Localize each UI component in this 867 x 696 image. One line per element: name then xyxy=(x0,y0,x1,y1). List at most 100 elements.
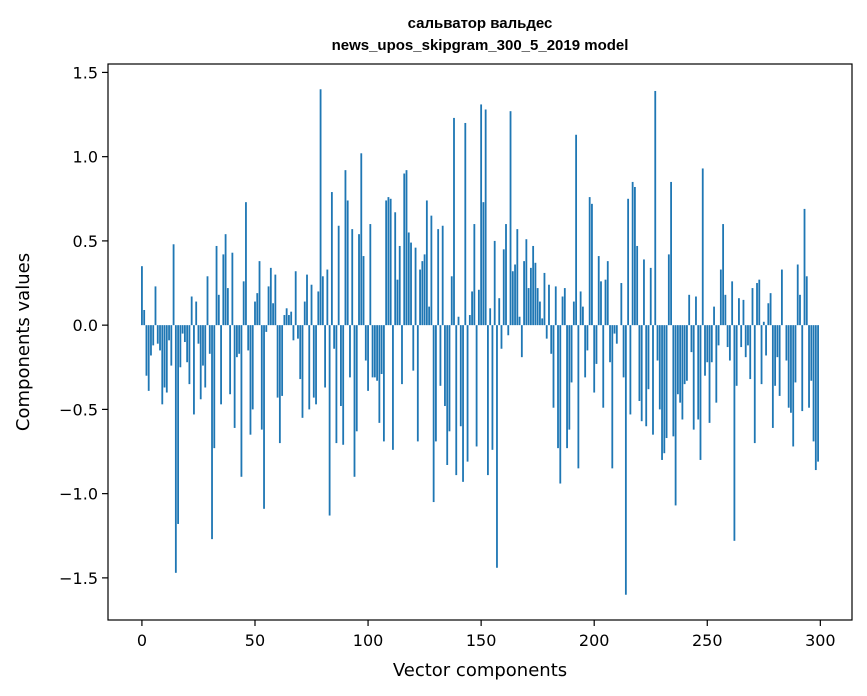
bar xyxy=(342,325,345,445)
bar xyxy=(199,325,202,400)
bar xyxy=(394,212,397,326)
bar xyxy=(410,242,412,326)
bar xyxy=(715,325,718,403)
bar xyxy=(480,104,483,326)
bar xyxy=(805,276,808,326)
bar xyxy=(588,197,591,326)
x-axis-ticks: 0 50 100 150 200 250 300 xyxy=(137,620,836,650)
bar xyxy=(552,325,555,408)
bar xyxy=(229,325,232,395)
bar xyxy=(226,288,229,326)
y-tick-label: −1.5 xyxy=(59,569,98,588)
bar xyxy=(643,259,645,326)
bar xyxy=(416,325,419,442)
bar xyxy=(251,325,254,410)
bar xyxy=(330,192,333,326)
bar xyxy=(263,325,265,509)
bar xyxy=(421,261,424,326)
bar xyxy=(527,288,530,326)
bar xyxy=(326,269,329,326)
bar xyxy=(186,325,189,363)
bar xyxy=(301,325,304,418)
bar xyxy=(145,325,148,376)
bar xyxy=(814,325,817,471)
bar xyxy=(523,261,525,326)
bar xyxy=(376,325,379,381)
bar xyxy=(382,325,385,442)
bar xyxy=(389,198,392,326)
bar xyxy=(808,325,810,408)
bar xyxy=(475,325,478,447)
bar xyxy=(457,316,460,326)
bar xyxy=(471,291,473,326)
bar xyxy=(315,325,317,405)
bar xyxy=(787,325,790,408)
bar xyxy=(570,325,573,383)
bar xyxy=(602,325,605,408)
x-tick-label: 250 xyxy=(692,631,723,650)
bar xyxy=(620,283,623,326)
bar xyxy=(577,325,580,469)
bar xyxy=(249,325,252,435)
bar xyxy=(281,325,284,396)
bar xyxy=(674,325,677,506)
bar xyxy=(661,325,663,460)
bar xyxy=(324,325,326,388)
bar xyxy=(396,279,399,326)
bar xyxy=(362,256,365,326)
bar xyxy=(147,325,150,391)
bar xyxy=(511,271,514,326)
bar xyxy=(156,325,159,344)
bar xyxy=(541,318,544,326)
bar xyxy=(767,303,770,326)
bar xyxy=(168,325,170,341)
bar xyxy=(407,232,410,326)
bar xyxy=(534,262,537,326)
bar xyxy=(801,325,804,412)
bar xyxy=(245,202,247,326)
bar xyxy=(190,296,193,326)
bar xyxy=(751,288,754,326)
bar xyxy=(294,271,297,326)
bar xyxy=(414,247,417,326)
bar xyxy=(597,256,600,326)
bar xyxy=(738,298,740,326)
bar xyxy=(498,298,501,326)
bar xyxy=(575,134,578,326)
bar xyxy=(649,267,652,326)
y-tick-label: 0.0 xyxy=(73,316,98,335)
bar xyxy=(346,200,349,326)
bar xyxy=(600,281,602,326)
bar xyxy=(369,224,372,326)
bar xyxy=(312,325,315,398)
bar xyxy=(159,325,161,351)
bar xyxy=(744,325,747,358)
bar xyxy=(344,170,347,326)
bar xyxy=(681,325,684,420)
bar xyxy=(473,224,476,326)
bar xyxy=(595,325,598,364)
bar xyxy=(731,281,734,326)
bar xyxy=(240,325,243,477)
bar xyxy=(141,266,143,326)
bar xyxy=(446,325,449,465)
bar xyxy=(317,291,320,326)
bar xyxy=(439,325,442,386)
x-tick-label: 300 xyxy=(805,631,836,650)
bar xyxy=(753,325,756,444)
bar xyxy=(353,325,356,477)
bar xyxy=(593,325,596,393)
bar xyxy=(771,325,774,428)
bar xyxy=(437,229,440,326)
bar xyxy=(272,303,274,326)
bar xyxy=(559,325,562,484)
bar xyxy=(765,325,767,356)
bar xyxy=(672,325,675,437)
bar xyxy=(627,198,630,326)
x-axis-label: Vector components xyxy=(393,660,567,681)
bar xyxy=(683,325,686,385)
bar xyxy=(170,325,173,366)
bar xyxy=(516,229,519,326)
bar xyxy=(303,301,306,326)
bar xyxy=(676,325,679,395)
